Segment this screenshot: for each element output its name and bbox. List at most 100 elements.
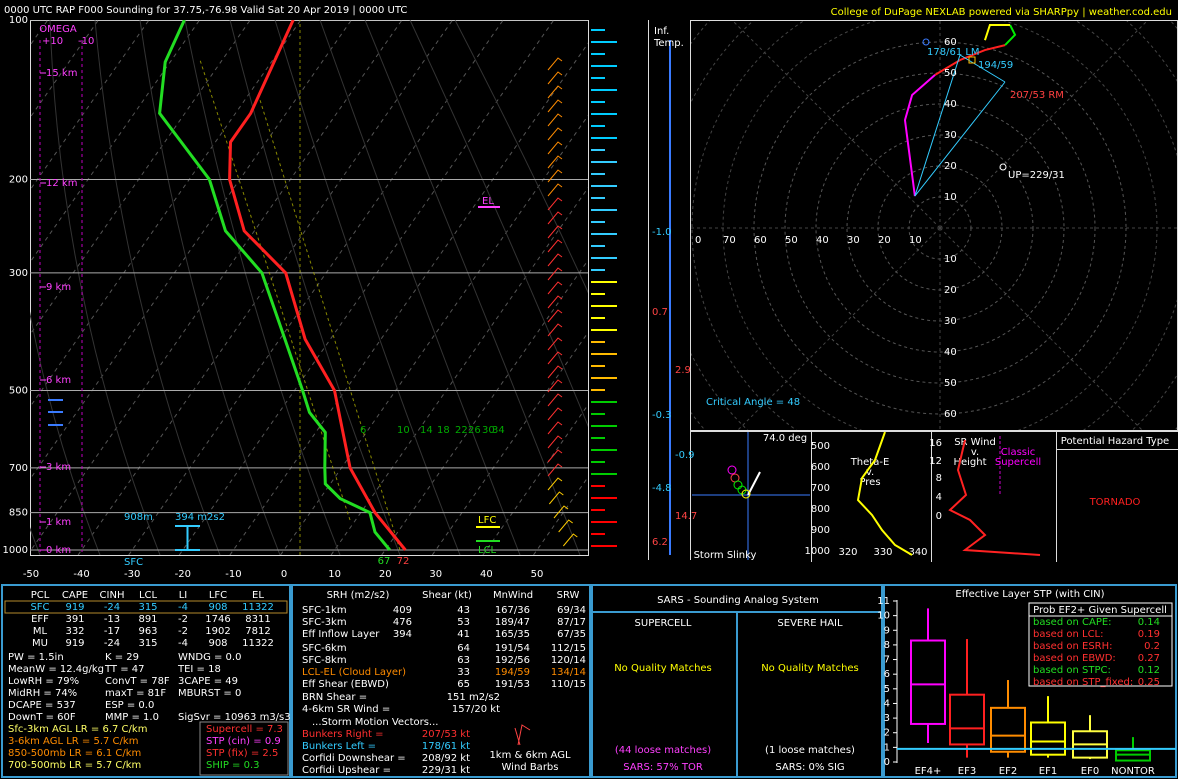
isotherm [30,20,150,191]
prob-label: based on CAPE: [1033,617,1112,628]
lapse-rate: 3-6km AGL LR = 5.7 C/km [8,736,138,747]
storm-motion-label: Bunkers Right = [302,729,384,740]
dry-adiabat [94,20,221,555]
wind-barb [547,99,563,113]
hodo-ring [784,72,1096,384]
kin-cell: Eff Inflow Layer [302,629,380,640]
index-value: LowRH = 79% [8,676,79,687]
y-tick-label: 850 [9,508,28,519]
dry-adiabat [184,20,341,555]
y-tick-label: 7 [884,655,890,666]
srw-height-label: 0 [936,511,942,522]
composite-index: SHIP = 0.3 [206,760,260,771]
wind-barb [547,365,563,379]
theta-title: Pres [859,477,880,488]
y-tick-label: 9 [884,625,890,636]
index-value: TEI = 18 [177,664,221,675]
kin-cell: 65 [457,679,470,690]
sars-loose: (44 loose matches) [615,745,711,756]
sars-section-title: SUPERCELL [635,618,692,629]
wind-barb [547,421,563,435]
x-tick-label: -10 [225,569,241,580]
wind-barb [547,57,563,71]
isotherm [30,20,302,408]
srw-curve [948,439,1041,556]
parcel-cell: EFF [31,614,49,625]
hodo-ring [846,134,1034,322]
prob-value: 0.19 [1138,629,1160,640]
parcel-cell: 8311 [245,614,270,625]
barb-icon [514,724,531,746]
isotherm [30,20,99,119]
dry-adiabat [274,20,461,555]
hodo-x-label: 20 [878,235,891,246]
y-tick-label: 700 [9,463,28,474]
lm-marker [922,38,930,46]
kin-cell: 165/35 [495,629,530,640]
wind-barb [547,463,563,477]
y-tick-label: 11 [877,596,890,607]
sars-result: No Quality Matches [614,663,712,674]
prob-value: 0.2 [1144,641,1160,652]
wind-barb [547,141,563,155]
kin-cell: 194/59 [495,667,530,678]
y-tick-label: 200 [9,175,28,186]
hodo-ring [722,21,1158,430]
index-value: MeanW = 12.4g/kg [8,664,104,675]
parcel-cell: 919 [65,602,84,613]
wind-barb [547,449,563,463]
sars-title: SARS - Sounding Analog System [657,595,819,606]
y-tick-label: 0 [884,757,890,768]
x-tick-label: -20 [175,569,191,580]
storm-motion-value: 207/53 kt [422,729,470,740]
kin-cell: 394 [393,629,412,640]
kin-cell: 63 [457,655,470,666]
wind-barb [547,323,563,337]
parcel-highlight [4,600,288,614]
hodo-trace [903,74,936,197]
isotherm [30,20,251,336]
hodo-x-label: 70 [723,235,736,246]
height-label: 0 km [46,545,71,556]
index-value: MMP = 1.0 [105,712,159,723]
inf-label: 14.7 [675,511,697,522]
frames [30,20,1178,562]
parcel-cell: 332 [65,626,84,637]
kin-cell: SFC-1km [302,605,347,616]
inf-label: 2.9 [675,365,691,376]
kin-cell: Eff Shear (EBWD) [302,679,389,690]
hodo-trace [983,23,1011,41]
slinky-tilt [747,471,761,496]
kin-cell: 167/36 [495,605,530,616]
parcel-header: CAPE [62,590,88,601]
hodo-trace [934,44,1006,76]
storm-motion-title: ...Storm Motion Vectors... [312,717,438,728]
kin-header: SRW [557,590,580,601]
box [1030,721,1066,756]
hodo-spoke [939,227,1143,430]
height-label: 9 km [46,282,71,293]
lapse-rate: 700-500mb LR = 5.7 C/km [8,760,141,771]
parcel-cell: -4 [178,638,188,649]
index-value: DownT = 60F [8,712,76,723]
parcel-cell: ML [33,626,48,637]
isotherm [77,20,454,555]
parcel-cell: MU [32,638,48,649]
omega-label: +10 [42,36,63,47]
index-value: 3CAPE = 49 [178,676,238,687]
hodo-x-label: 40 [816,235,829,246]
prob-value: 0.27 [1138,653,1160,664]
index-value: MBURST = 0 [178,688,241,699]
kin-value: 151 m2/s2 [447,692,500,703]
sfc-label: SFC [124,557,143,568]
height-label: 1 km [46,517,71,528]
inf-label: -1.0 [652,227,672,238]
prob-label: based on LCL: [1033,629,1104,640]
parcel-header: LFC [209,590,227,601]
surface-temp: 72 [397,556,410,567]
srw-height-label: 16 [929,438,942,449]
parcel-cell: 963 [138,626,157,637]
hodo-ring [753,41,1127,415]
parcel-cell: 908 [208,602,227,613]
dry-adiabat [364,20,581,555]
